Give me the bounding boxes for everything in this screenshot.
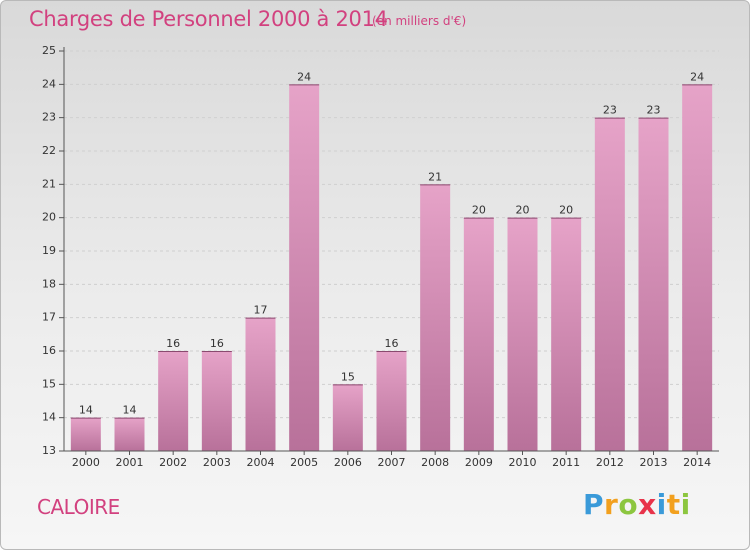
proxiti-logo: Proxiti: [583, 488, 691, 521]
commune-name: CALOIRE: [37, 495, 120, 519]
bar: [376, 351, 407, 451]
logo-letter: i: [656, 488, 667, 521]
bar: [70, 417, 101, 451]
bar: [158, 351, 189, 451]
y-tick-label: 14: [42, 411, 56, 424]
logo-letter: r: [604, 488, 619, 521]
chart-title: Charges de Personnel 2000 à 2014: [29, 7, 388, 31]
x-tick-label: 2001: [116, 456, 144, 469]
x-tick-label: 2012: [596, 456, 624, 469]
data-label: 20: [559, 204, 573, 217]
y-tick-label: 20: [42, 211, 56, 224]
data-label: 14: [79, 404, 93, 417]
x-tick-label: 2009: [465, 456, 493, 469]
y-tick-label: 15: [42, 377, 56, 390]
data-label: 20: [472, 204, 486, 217]
bar: [332, 384, 363, 451]
data-label: 17: [254, 304, 268, 317]
x-tick-label: 2004: [247, 456, 275, 469]
data-label: 23: [603, 104, 617, 117]
y-tick-label: 19: [42, 244, 56, 257]
data-label: 15: [341, 370, 355, 383]
logo-letter: i: [680, 488, 691, 521]
x-tick-label: 2006: [334, 456, 362, 469]
bar: [245, 317, 276, 451]
x-tick-label: 2002: [159, 456, 187, 469]
x-tick-label: 2000: [72, 456, 100, 469]
y-tick-label: 24: [42, 77, 56, 90]
bar: [420, 184, 451, 452]
data-label: 16: [210, 337, 224, 350]
data-label: 21: [428, 170, 442, 183]
logo-letter: t: [666, 488, 681, 521]
y-tick-label: 23: [42, 111, 56, 124]
bar: [638, 117, 669, 452]
data-label: 23: [647, 104, 661, 117]
data-label: 24: [297, 70, 311, 83]
bar: [507, 217, 538, 451]
x-tick-label: 2011: [552, 456, 580, 469]
logo-letter: P: [583, 488, 605, 521]
bar: [594, 117, 625, 452]
logo-letter: x: [638, 488, 657, 521]
y-tick-label: 17: [42, 311, 56, 324]
logo-letter: o: [618, 488, 639, 521]
x-tick-label: 2008: [421, 456, 449, 469]
y-tick-label: 16: [42, 344, 56, 357]
bar: [463, 217, 494, 451]
data-label: 24: [690, 70, 704, 83]
data-label: 20: [516, 204, 530, 217]
x-tick-label: 2003: [203, 456, 231, 469]
y-tick-label: 22: [42, 144, 56, 157]
bar: [289, 84, 320, 451]
data-label: 16: [385, 337, 399, 350]
data-label: 14: [123, 404, 137, 417]
y-tick-label: 18: [42, 277, 56, 290]
bar: [682, 84, 713, 451]
bar: [201, 351, 232, 451]
x-tick-label: 2010: [509, 456, 537, 469]
y-tick-label: 13: [42, 444, 56, 457]
chart-subtitle: (en milliers d'€): [372, 14, 467, 28]
data-label: 16: [166, 337, 180, 350]
y-tick-label: 21: [42, 177, 56, 190]
x-tick-label: 2007: [378, 456, 406, 469]
y-tick-label: 25: [42, 44, 56, 57]
x-tick-label: 2013: [640, 456, 668, 469]
bar: [114, 417, 145, 451]
x-tick-label: 2005: [290, 456, 318, 469]
x-tick-label: 2014: [683, 456, 711, 469]
bar: [551, 217, 582, 451]
